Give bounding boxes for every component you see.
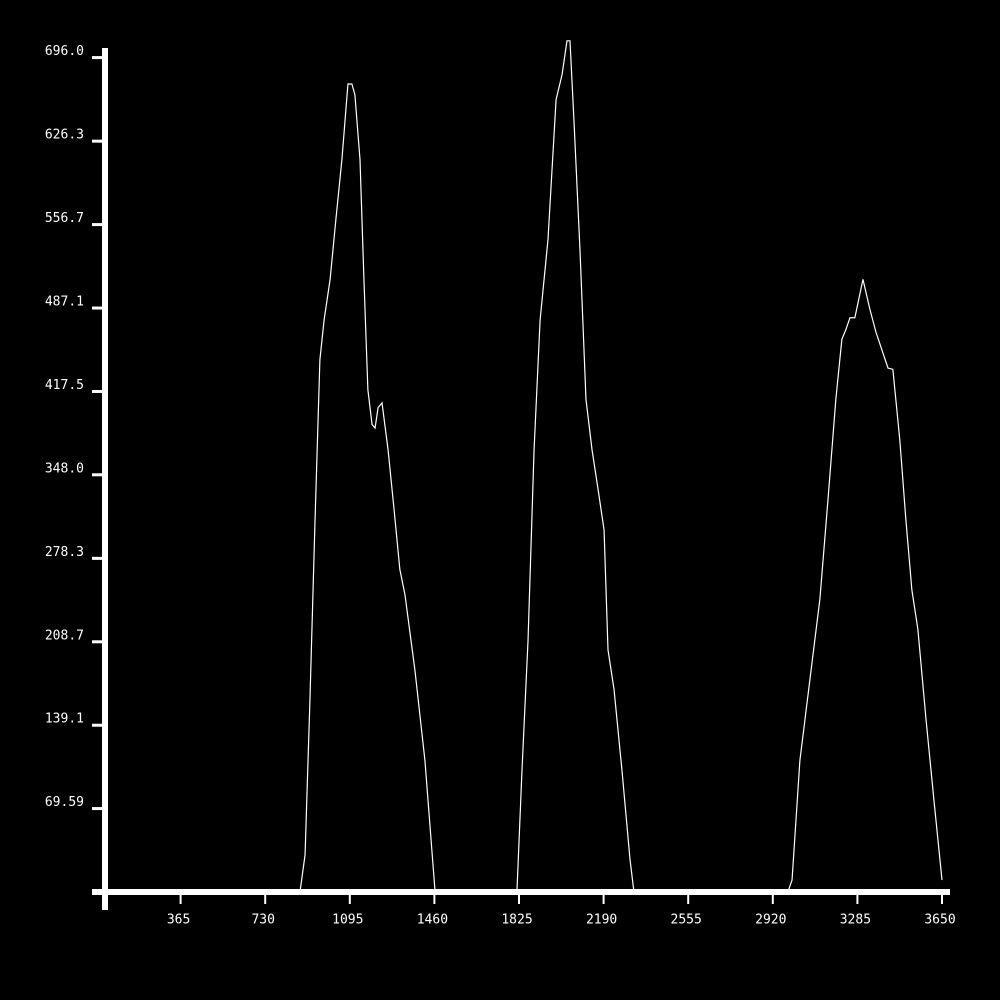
x-tick-label: 1095 (332, 913, 363, 928)
x-tick-label: 365 (167, 913, 190, 928)
x-tick-label: 2920 (755, 913, 786, 928)
data-line (96, 40, 943, 893)
x-tick-label: 2190 (586, 913, 617, 928)
y-tick-label: 139.1 (45, 712, 84, 727)
x-tick-label: 3650 (924, 913, 955, 928)
y-tick-label: 278.3 (45, 545, 84, 560)
y-tick-label: 208.7 (45, 628, 84, 643)
y-tick-label: 417.5 (45, 378, 84, 393)
y-tick-label: 69.59 (45, 795, 84, 810)
y-tick-label: 556.7 (45, 211, 84, 226)
y-tick-label: 626.3 (45, 128, 84, 143)
x-tick-label: 1460 (417, 913, 448, 928)
y-tick-label: 487.1 (45, 295, 84, 310)
x-tick-label: 2555 (671, 913, 702, 928)
y-tick-label: 696.0 (45, 44, 84, 59)
x-tick-label: 1825 (501, 913, 532, 928)
y-tick-label: 348.0 (45, 461, 84, 476)
x-tick-label: 730 (251, 913, 274, 928)
x-tick-label: 3285 (840, 913, 871, 928)
